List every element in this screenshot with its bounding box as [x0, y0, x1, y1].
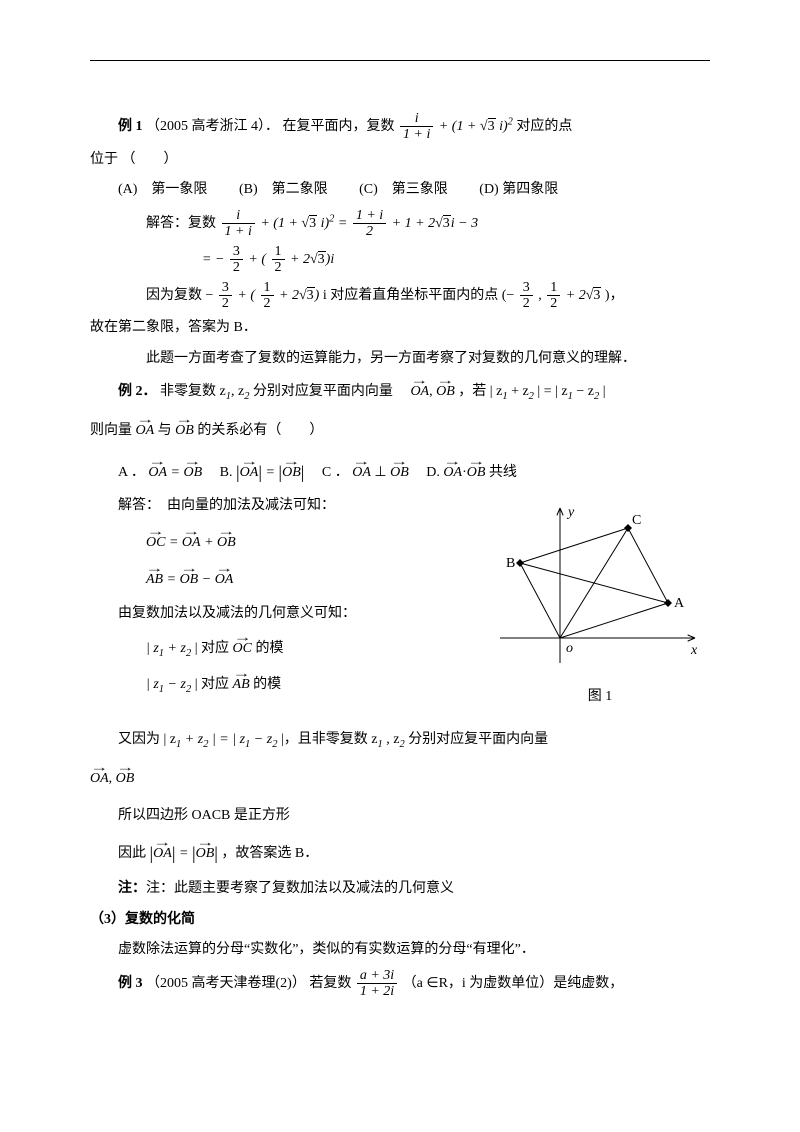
- ex1-stem-a: 在复平面内，复数: [283, 119, 395, 134]
- ex2-line8: 因此 |OA| = |OB| ，故答案选 B．: [90, 836, 710, 871]
- ex2-note: 注：注：此题主要考察了复数加法以及减法的几何意义: [90, 876, 710, 903]
- ex2-label: 例 2．: [118, 384, 157, 399]
- ex3-stem: 例 3 （2005 高考天津卷理(2)） 若复数 a + 3i 1 + 2i （…: [90, 968, 710, 1000]
- ex1-stem: 例 1 （2005 高考浙江 4）． 在复平面内，复数 i 1 + i + (1…: [90, 111, 710, 143]
- ex1-stem-c: 位于 （ ）: [90, 147, 710, 174]
- ex2-stem: 例 2． 非零复数 z1, z2 分别对应复平面内向量 OA, OB ，若 | …: [90, 377, 710, 407]
- ex1-stem-b: 对应的点: [516, 119, 572, 134]
- frac-3-2: 32: [230, 244, 243, 276]
- top-rule: [90, 60, 710, 61]
- sec3-title: （3）复数的化简: [90, 907, 710, 934]
- ex1-choices: (A) 第一象限 (B) 第二象限 (C) 第三象限 (D) 第四象限: [90, 177, 710, 204]
- choice-b: (B) 第二象限: [239, 182, 328, 197]
- ex1-label: 例 1: [118, 119, 143, 134]
- sqrt3-2: 3: [301, 211, 317, 238]
- frac1-again: i 1 + i: [222, 208, 255, 240]
- sq: 2: [508, 116, 513, 127]
- sol-label: 解答：复数: [146, 216, 216, 231]
- ex1-sol-line3: 因为复数 − 32 + ( 12 + 23) i 对应着直角坐标平面内的点 (−…: [90, 280, 710, 312]
- svg-text:o: o: [566, 641, 573, 656]
- ex1-sol-line4: 故在第二象限，答案为 B．: [90, 315, 710, 342]
- svg-text:B: B: [506, 556, 515, 571]
- frac-1-2: 12: [272, 244, 285, 276]
- sec3-body: 虚数除法运算的分母“实数化”，类似的有实数运算的分母“有理化”．: [90, 937, 710, 964]
- ex2-choices: A ． OA = OB B. |OA| = |OB| C ． OA ⊥ OB D…: [90, 455, 710, 490]
- plus-term-a: + (1 +: [439, 119, 480, 134]
- svg-text:y: y: [566, 505, 575, 520]
- ex2-line2: 则向量 OA 与 OB 的关系必有（ ）: [90, 416, 710, 445]
- sqrt3-1: 3: [480, 114, 496, 141]
- choice-c: (C) 第三象限: [359, 182, 448, 197]
- ex1-sol-line2: = − 32 + ( 12 + 23)i: [90, 244, 710, 276]
- ex2-line7: 所以四边形 OACB 是正方形: [90, 803, 710, 830]
- eq-mid: =: [338, 216, 351, 231]
- ex2-line6b: OA, OB: [90, 764, 710, 793]
- eq1-tail: + 1 + 2: [392, 216, 435, 231]
- ex1-sol-line5: 此题一方面考查了复数的运算能力，另一方面考察了对复数的几何意义的理解．: [90, 346, 710, 373]
- frac-i-over-1plusi: i 1 + i: [400, 111, 433, 143]
- ex3-source: （2005 高考天津卷理(2)）: [146, 976, 306, 991]
- ex1-sol-line1: 解答：复数 i 1 + i + (1 + 3 i)2 = 1 + i 2 + 1…: [90, 208, 710, 240]
- choice-a: (A) 第一象限: [118, 182, 207, 197]
- plus-term-b: i): [496, 119, 508, 134]
- vec-OB: OB: [436, 377, 455, 406]
- frac-1plusi-2: 1 + i 2: [353, 208, 386, 240]
- choice-d: (D) 第四象限: [479, 182, 558, 197]
- svg-text:C: C: [632, 513, 641, 528]
- ex2-line6: 又因为 | z1 + z2 | = | z1 − z2 |，且非零复数 z1 ,…: [90, 727, 710, 755]
- ex3-label: 例 3: [118, 976, 143, 991]
- eq1-tail2: i − 3: [451, 216, 478, 231]
- vec-OA: OA: [410, 377, 429, 406]
- svg-text:A: A: [674, 596, 685, 611]
- ex1-source: （2005 高考浙江 4）．: [146, 119, 279, 134]
- figure-caption: 图 1: [490, 684, 710, 711]
- sqrt3-3: 3: [435, 211, 451, 238]
- svg-text:x: x: [690, 643, 698, 658]
- vector-diagram: A B Co x y: [490, 493, 710, 673]
- frac-a3i-12i: a + 3i 1 + 2i: [357, 968, 397, 1000]
- figure-1: A B Co x y 图 1: [490, 493, 710, 710]
